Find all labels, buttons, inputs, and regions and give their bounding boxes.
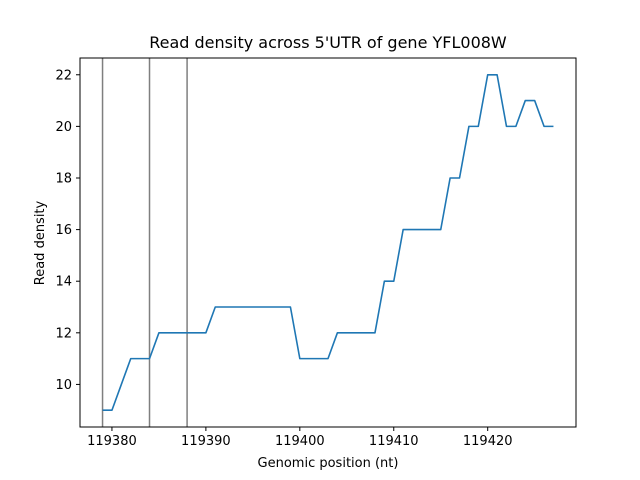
x-tick-label: 119420 bbox=[463, 434, 513, 449]
x-axis: 119380 119390 119400 119410 119420 bbox=[87, 427, 513, 449]
x-axis-label: Genomic position (nt) bbox=[258, 456, 399, 471]
y-tick-label: 22 bbox=[55, 68, 72, 83]
y-axis-label: Read density bbox=[33, 200, 48, 285]
y-tick-label: 16 bbox=[55, 223, 72, 238]
y-axis: 10 12 14 16 18 20 22 bbox=[55, 68, 80, 393]
chart-title: Read density across 5'UTR of gene YFL008… bbox=[149, 33, 507, 52]
x-tick-label: 119400 bbox=[275, 434, 325, 449]
x-tick-label: 119410 bbox=[369, 434, 419, 449]
plot-frame bbox=[79, 57, 577, 428]
x-tick-label: 119390 bbox=[181, 434, 231, 449]
x-tick-label: 119380 bbox=[87, 434, 137, 449]
y-tick-label: 12 bbox=[55, 326, 72, 341]
vertical-markers bbox=[101, 58, 188, 427]
y-tick-label: 20 bbox=[55, 120, 72, 135]
series-line bbox=[102, 73, 554, 412]
y-tick-label: 18 bbox=[55, 171, 72, 186]
y-tick-label: 14 bbox=[55, 275, 72, 290]
y-tick-label: 10 bbox=[55, 378, 72, 393]
